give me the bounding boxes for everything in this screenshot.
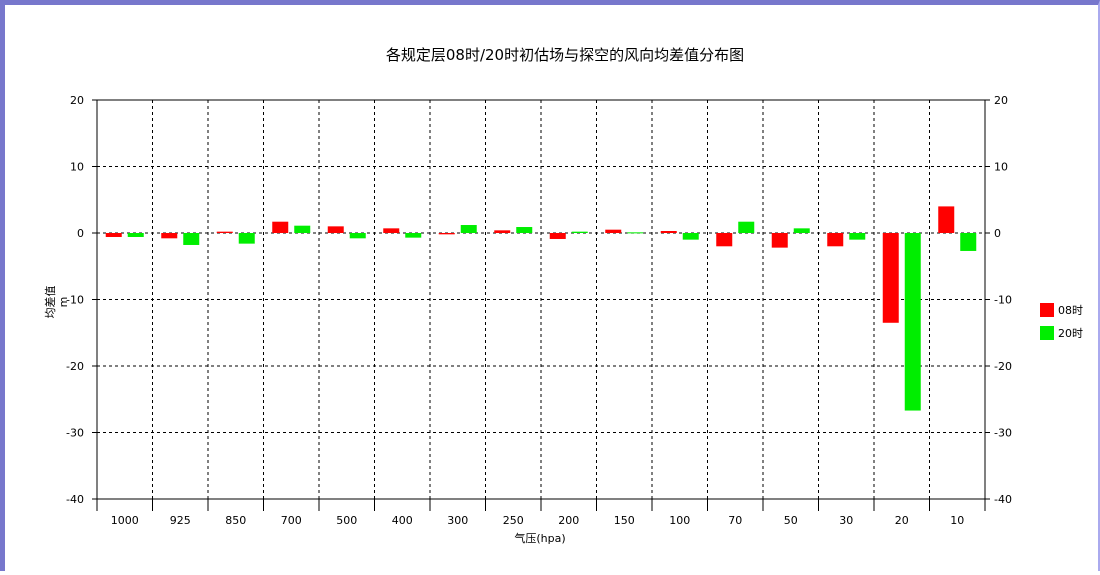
bar-series-1-150 xyxy=(605,229,622,233)
legend: 08时 20时 xyxy=(1040,303,1083,340)
x-tick-label: 70 xyxy=(728,514,742,527)
bar-series-1-925 xyxy=(161,233,178,239)
bar-series-2-1000 xyxy=(127,233,144,237)
bar-series-1-200 xyxy=(549,233,566,239)
x-tick-label: 200 xyxy=(558,514,579,527)
bars xyxy=(105,206,977,411)
bar-series-1-70 xyxy=(716,233,733,247)
x-tick-label: 300 xyxy=(447,514,468,527)
bar-series-2-20 xyxy=(904,233,921,411)
bar-series-2-850 xyxy=(238,233,255,244)
bar-series-1-30 xyxy=(827,233,844,247)
bar-series-1-20 xyxy=(882,233,899,323)
y-axis-unit: m xyxy=(57,297,70,308)
x-tick-label: 20 xyxy=(895,514,909,527)
bar-series-1-700 xyxy=(272,221,289,233)
x-axis-label: 气压(hpa) xyxy=(514,531,565,545)
bar-series-2-500 xyxy=(349,233,366,239)
x-tick-label: 700 xyxy=(281,514,302,527)
axes xyxy=(92,99,990,511)
y-tick-label: 10 xyxy=(994,161,1008,174)
y-tick-label: -30 xyxy=(66,427,84,440)
y-tick-label: -10 xyxy=(66,294,84,307)
bar-series-1-250 xyxy=(494,230,511,233)
y-tick-label: 0 xyxy=(994,227,1001,240)
bar-series-2-400 xyxy=(405,233,422,238)
y-tick-label: -10 xyxy=(994,294,1012,307)
x-tick-label: 50 xyxy=(784,514,798,527)
bar-series-2-200 xyxy=(571,231,588,233)
legend-swatch xyxy=(1040,303,1054,317)
legend-swatch xyxy=(1040,326,1054,340)
bar-series-2-150 xyxy=(627,232,644,234)
y-tick-label: -30 xyxy=(994,427,1012,440)
bar-series-1-1000 xyxy=(105,233,122,237)
legend-label: 20时 xyxy=(1058,327,1083,340)
bar-series-1-500 xyxy=(327,226,344,233)
bar-series-1-850 xyxy=(216,231,233,233)
x-tick-label: 925 xyxy=(170,514,191,527)
x-tick-label: 10 xyxy=(950,514,964,527)
plot-frame xyxy=(96,99,986,500)
x-tick-label: 100 xyxy=(669,514,690,527)
x-tick-label: 1000 xyxy=(111,514,139,527)
bar-series-2-10 xyxy=(960,233,977,251)
y-tick-label: 20 xyxy=(70,94,84,107)
y-tick-label: -40 xyxy=(994,493,1012,506)
y-tick-label: -20 xyxy=(66,360,84,373)
bar-series-2-50 xyxy=(793,228,810,233)
bar-chart: 各规定层08时/20时初估场与探空的风向均差值分布图 20100-10-20-3… xyxy=(43,46,1083,545)
bar-series-2-925 xyxy=(183,233,200,245)
grid-lines xyxy=(97,99,985,500)
y-tick-label: 10 xyxy=(70,161,84,174)
bar-series-2-250 xyxy=(516,227,533,233)
bar-series-1-300 xyxy=(438,233,455,235)
y-tick-label: -40 xyxy=(66,493,84,506)
legend-label: 08时 xyxy=(1058,304,1083,317)
y-tick-labels-left: 20 10 0 -10 -20 -30 -40 xyxy=(66,94,84,506)
bar-series-1-400 xyxy=(383,228,400,233)
bar-series-2-70 xyxy=(738,221,755,233)
y-tick-label: -20 xyxy=(994,360,1012,373)
y-tick-labels-right: 20 10 0 -10 -20 -30 -40 xyxy=(994,94,1012,506)
y-axis-label: 均差值 xyxy=(43,286,57,319)
x-tick-label: 850 xyxy=(225,514,246,527)
x-tick-labels: 1000 925 850 700 500 400 300 250 200 150 100 70 50 30… xyxy=(111,514,965,527)
x-tick-label: 30 xyxy=(839,514,853,527)
x-tick-label: 500 xyxy=(336,514,357,527)
bar-series-2-100 xyxy=(682,233,699,240)
bar-series-1-50 xyxy=(771,233,788,248)
bar-series-2-700 xyxy=(294,225,311,233)
x-tick-label: 400 xyxy=(392,514,413,527)
bar-series-2-300 xyxy=(460,225,477,233)
y-tick-label: 0 xyxy=(77,227,84,240)
chart-title: 各规定层08时/20时初估场与探空的风向均差值分布图 xyxy=(386,46,744,64)
bar-series-2-30 xyxy=(849,233,866,240)
bar-series-1-100 xyxy=(660,231,677,233)
bar-series-1-10 xyxy=(938,206,955,233)
x-tick-label: 150 xyxy=(614,514,635,527)
x-tick-label: 250 xyxy=(503,514,524,527)
y-tick-label: 20 xyxy=(994,94,1008,107)
